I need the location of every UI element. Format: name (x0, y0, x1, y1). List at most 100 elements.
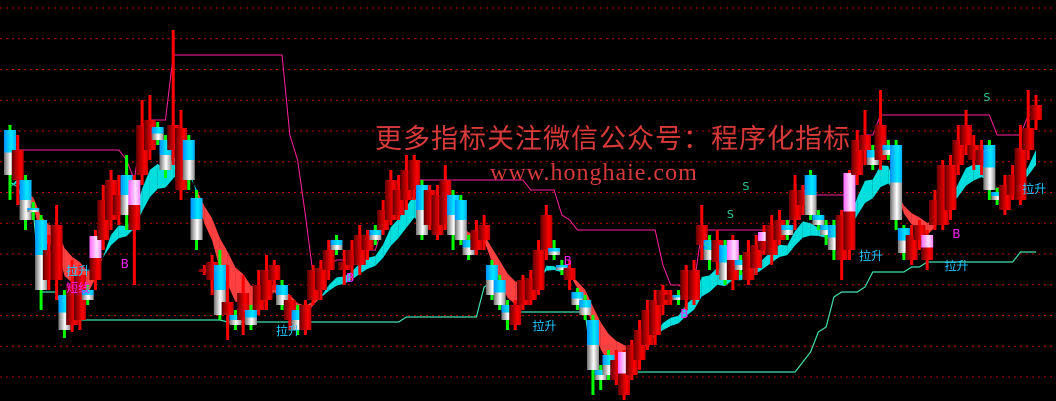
candle-body-top (369, 230, 382, 235)
candle (501, 300, 514, 330)
ribbon-segment (795, 221, 803, 246)
candle-body-top (866, 150, 879, 158)
candle-body-top (35, 220, 48, 255)
candle-body-bottom (757, 241, 770, 250)
candle-body-top (804, 175, 817, 195)
candle-body-bottom (579, 307, 592, 315)
candle (757, 225, 770, 255)
candle (960, 110, 973, 155)
ribbon-segment (227, 251, 236, 302)
candle-body-top (454, 200, 467, 220)
candle (804, 170, 817, 220)
candle-body-top (81, 290, 94, 295)
candle-body-top (726, 240, 739, 260)
candle-body (221, 302, 234, 315)
candle (859, 110, 871, 165)
candle (664, 290, 677, 305)
candle (50, 205, 63, 300)
candle (540, 205, 553, 260)
candle-body (314, 268, 327, 290)
ribbon-segment (313, 296, 321, 306)
candle-body-top (485, 265, 498, 280)
candle (750, 235, 763, 275)
candle-body-bottom (672, 297, 685, 300)
signal-label-s: S (727, 208, 734, 221)
ribbon-segment (344, 271, 352, 284)
candle (843, 170, 856, 260)
watermark-url: www.honghaie.com (490, 160, 698, 186)
candle (649, 290, 662, 345)
candle-body-bottom (703, 250, 716, 260)
ribbon-segment (600, 322, 609, 362)
watermark-title: 更多指标关注微信公众号：程序化指标 (375, 124, 851, 155)
candle-body (1030, 105, 1042, 120)
candle (11, 135, 24, 205)
candle-body-bottom (159, 155, 172, 170)
candle (291, 305, 304, 335)
grid-lines (0, 7, 1056, 378)
signal-label-s: S (742, 180, 749, 193)
candle-body-bottom (843, 211, 856, 250)
candle (548, 240, 561, 260)
signal-label-b: B (121, 257, 129, 271)
candle-body-top (602, 355, 615, 365)
ribbon-segment (670, 315, 679, 326)
candle-body (338, 262, 351, 270)
candle-body (563, 268, 576, 280)
candle (58, 290, 71, 338)
ribbon-segment (352, 263, 360, 280)
candle-body-bottom (983, 167, 996, 190)
candle (128, 175, 141, 285)
candle-body-top (843, 173, 856, 212)
candle (571, 288, 584, 310)
candle-body-bottom (618, 373, 631, 395)
candle (688, 260, 700, 305)
candle-body-top (244, 310, 257, 318)
candle (1030, 95, 1042, 130)
candle (408, 155, 421, 200)
indicator-lines (9, 54, 1036, 373)
candle-body-bottom (882, 150, 895, 155)
candle-body-bottom (890, 182, 903, 220)
candle (983, 140, 996, 200)
candle (462, 235, 475, 260)
candle (921, 230, 934, 270)
ribbon-segment (390, 218, 399, 246)
ribbon-segment (872, 165, 881, 199)
candle (493, 275, 506, 310)
candle-body-top (586, 320, 599, 345)
candle (229, 310, 242, 330)
candle (35, 215, 48, 310)
ribbon-segment (958, 168, 967, 197)
candle (73, 265, 86, 330)
ribbon-segment (701, 275, 710, 297)
candle (81, 285, 94, 305)
signal-label-lasheng: 拉升 (276, 323, 300, 338)
ribbon-segment (880, 165, 889, 188)
candle-body-bottom (58, 312, 71, 330)
candle (672, 290, 685, 305)
candle-body-top (812, 215, 825, 220)
candle-body-top (128, 180, 141, 205)
candle (89, 230, 102, 290)
candle (190, 190, 203, 250)
signal-label-b: B (346, 271, 354, 285)
candle-body-top (890, 145, 903, 183)
candle (330, 235, 343, 255)
candle-body (540, 215, 553, 250)
ribbon-segment (966, 164, 974, 186)
candle-body-bottom (89, 258, 102, 280)
candle (1022, 90, 1035, 160)
ribbon-segment (779, 244, 788, 257)
candle (244, 305, 257, 330)
candle (369, 225, 382, 245)
candle (478, 215, 491, 250)
ribbon-segment (149, 163, 158, 198)
candle-body (478, 225, 491, 240)
candle-body-top (548, 248, 561, 252)
candle-body-bottom (555, 267, 568, 270)
candle (586, 315, 599, 395)
candle-body-bottom (820, 230, 833, 235)
candle-body-top (89, 236, 102, 258)
